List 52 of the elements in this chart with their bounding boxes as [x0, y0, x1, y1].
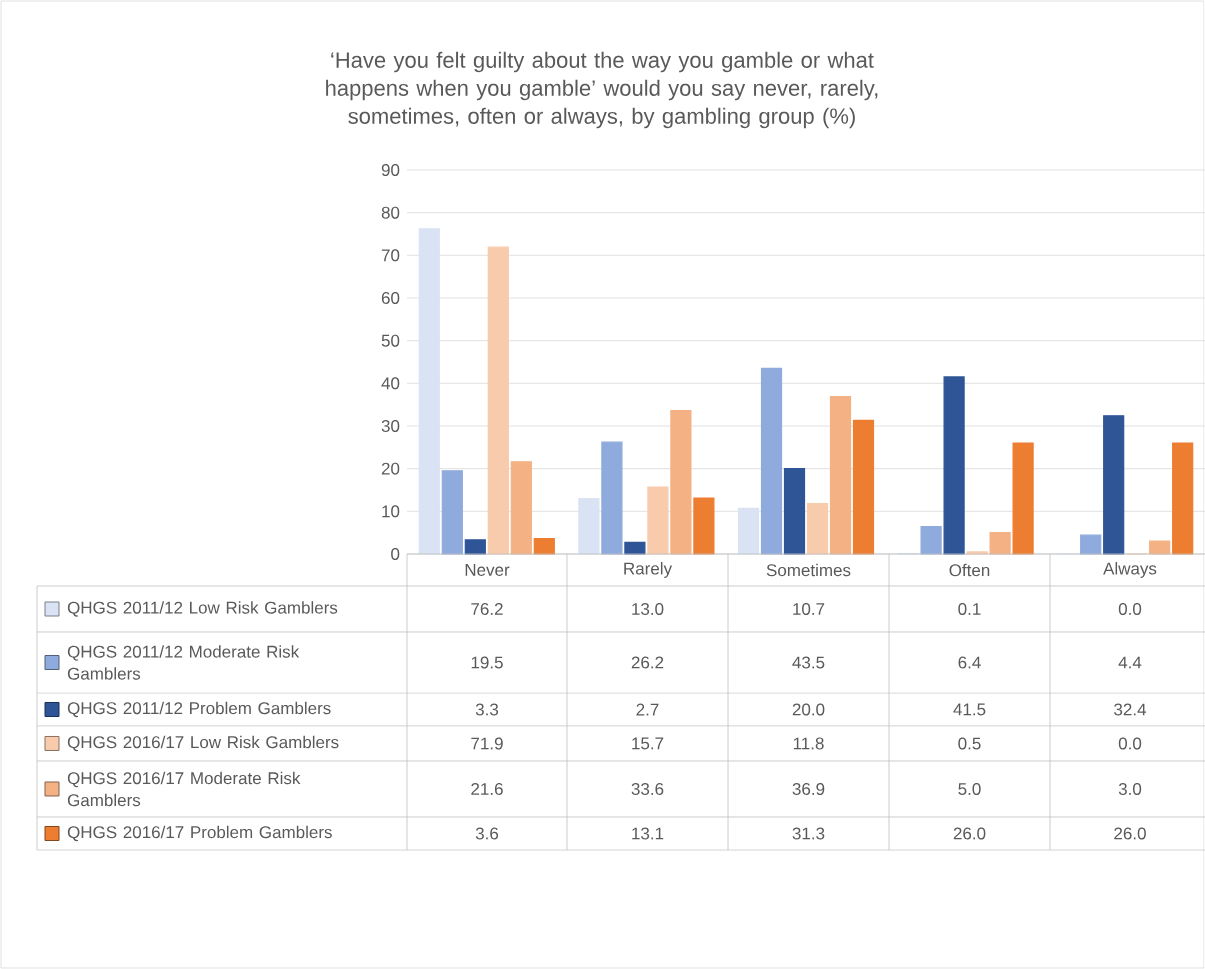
- data-label: 15.7: [632, 737, 664, 750]
- data-label: 13.0: [632, 602, 664, 615]
- data-label: 31.3: [792, 827, 825, 840]
- y-tick-label: 90: [381, 163, 400, 176]
- data-label: 20.0: [792, 703, 825, 716]
- y-tick-label: 30: [381, 419, 400, 432]
- data-label: 19.5: [471, 656, 503, 669]
- x-tick-label: Sometimes: [766, 563, 851, 577]
- legend-label: QHGS 2016/17 Problem Gamblers: [67, 825, 332, 842]
- y-tick-label: 40: [381, 377, 400, 390]
- data-label: 3.6: [475, 827, 499, 840]
- data-label: 13.1: [632, 827, 664, 840]
- data-label: 0.1: [958, 602, 981, 615]
- y-tick-label: 0: [391, 547, 400, 560]
- legend-label: QHGS 2016/17 Moderate Risk Gamblers: [67, 771, 301, 807]
- x-tick-label: Always: [1103, 562, 1157, 578]
- data-label: 0.5: [958, 737, 981, 750]
- data-label: 0.0: [1118, 602, 1142, 615]
- data-label: 5.0: [958, 782, 981, 795]
- y-tick-label: 70: [381, 249, 400, 262]
- data-label: 26.0: [953, 827, 986, 840]
- data-label: 36.9: [792, 782, 825, 795]
- y-tick-label: 20: [381, 462, 400, 475]
- data-label: 33.6: [631, 782, 664, 795]
- data-label: 10.7: [793, 602, 825, 615]
- data-label: 3.3: [475, 703, 499, 716]
- legend-label: QHGS 2011/12 Moderate Risk Gamblers: [67, 645, 300, 680]
- data-label: 43.5: [792, 656, 825, 669]
- legend-label: QHGS 2011/12 Problem Gamblers: [67, 701, 331, 718]
- y-tick-label: 10: [382, 505, 400, 518]
- legend-label: QHGS 2011/12 Low Risk Gamblers: [67, 601, 338, 617]
- data-label: 32.4: [1114, 703, 1147, 716]
- x-tick-label: Often: [949, 563, 990, 577]
- legend-label: QHGS 2016/17 Low Risk Gamblers: [67, 735, 339, 752]
- data-label: 76.2: [471, 602, 503, 615]
- data-label: 6.4: [958, 656, 981, 669]
- data-label: 4.4: [1118, 656, 1142, 669]
- x-tick-label: Never: [465, 564, 510, 576]
- data-label: 2.7: [636, 703, 659, 716]
- data-label: 0.0: [1118, 737, 1142, 750]
- y-tick-label: 50: [381, 334, 400, 347]
- data-label: 26.0: [1114, 827, 1146, 840]
- data-label: 71.9: [471, 737, 503, 750]
- data-label: 21.6: [471, 782, 503, 795]
- y-tick-label: 80: [381, 206, 400, 219]
- y-tick-label: 60: [381, 291, 400, 304]
- data-label: 11.8: [793, 737, 824, 750]
- data-label: 3.0: [1118, 782, 1142, 795]
- chart-title: ‘Have you felt guilty about the way you gamble or what happens when you gamble’ would you say never, rarely, sometimes, often or always, by gambling group (%): [326, 51, 878, 129]
- data-label: 26.2: [631, 656, 664, 669]
- x-tick-label: Rarely: [624, 562, 673, 578]
- data-label: 41.5: [953, 703, 986, 716]
